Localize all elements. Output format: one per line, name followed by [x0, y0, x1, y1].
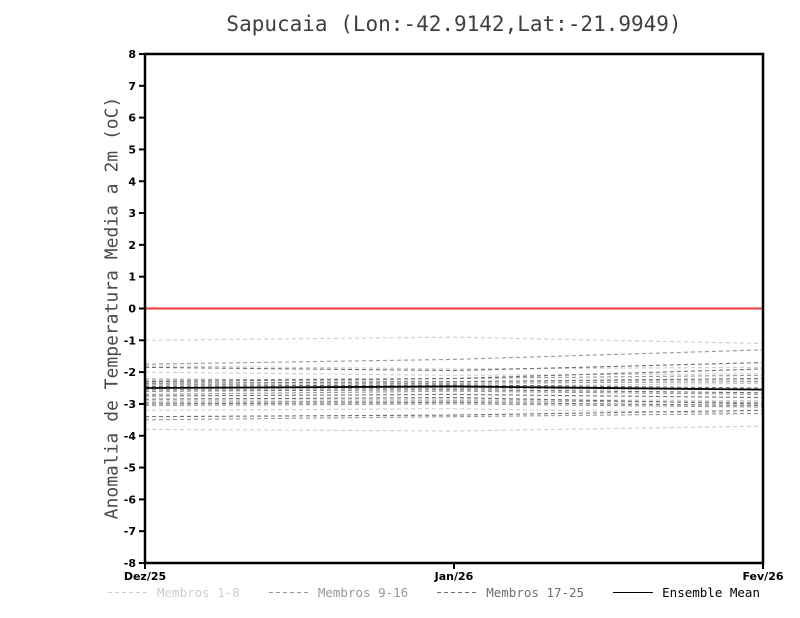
member-line — [144, 401, 764, 407]
y-tick-label: -2 — [124, 366, 136, 379]
member-line — [144, 400, 764, 403]
solid-line-sample — [613, 591, 654, 594]
y-tick-label: 6 — [128, 112, 136, 125]
x-tick-label: Jan/26 — [434, 570, 474, 583]
legend-entry-membros-1-8: Membros 1-8 — [108, 585, 240, 600]
plot-frame — [143, 52, 765, 565]
ensemble-mean-line — [144, 385, 764, 391]
legend-label: Membros 1-8 — [157, 585, 240, 600]
member-line — [144, 408, 764, 415]
member-line — [144, 398, 764, 402]
y-tick-label: 2 — [128, 239, 136, 252]
y-tick-label: 5 — [128, 143, 136, 156]
member-line — [144, 409, 764, 418]
y-tick-label: 8 — [128, 48, 136, 61]
y-tick-label: -7 — [124, 525, 136, 538]
member-line — [144, 412, 764, 421]
member-line — [144, 397, 764, 405]
member-line — [144, 393, 764, 399]
member-line — [144, 368, 764, 383]
y-tick-label: 3 — [128, 207, 136, 220]
y-tick-label: -5 — [124, 462, 136, 475]
x-tick-label: Fev/26 — [742, 570, 783, 583]
member-line — [144, 349, 764, 365]
chart-title: Sapucaia (Lon:-42.9142,Lat:-21.9949) — [226, 12, 682, 36]
legend-entry-ensemble-mean: Ensemble Mean — [613, 585, 760, 600]
y-tick-label: -1 — [124, 334, 136, 347]
member-line — [144, 336, 764, 345]
y-tick-label: -6 — [124, 493, 137, 506]
member-line — [144, 381, 764, 386]
x-tick-label: Dez/25 — [124, 570, 166, 583]
member-line — [144, 384, 764, 389]
y-tick-label: -8 — [124, 557, 136, 570]
dashed-line-sample — [108, 591, 148, 594]
legend-entry-membros-17-25: Membros 17-25 — [437, 585, 584, 600]
member-line — [144, 403, 764, 408]
legend: Membros 1-8 Membros 9-16 Membros 17-25 E… — [108, 585, 760, 600]
member-line — [144, 377, 764, 384]
legend-label: Membros 9-16 — [317, 585, 409, 600]
y-tick-label: 4 — [128, 175, 136, 188]
member-line — [144, 365, 764, 370]
y-tick-label: -3 — [124, 398, 136, 411]
y-tick-label: 0 — [128, 303, 136, 316]
member-line — [144, 362, 764, 372]
member-line — [144, 371, 764, 376]
y-tick-label: 1 — [128, 271, 136, 284]
legend-label: Ensemble Mean — [662, 585, 760, 600]
member-line — [144, 387, 764, 391]
y-tick-label: 7 — [128, 80, 136, 93]
y-tick-label: -4 — [124, 430, 137, 443]
member-line — [144, 425, 764, 432]
legend-entry-membros-9-16: Membros 9-16 — [268, 585, 409, 600]
legend-label: Membros 17-25 — [486, 585, 585, 600]
member-line — [144, 390, 764, 395]
dashed-line-sample — [268, 591, 309, 594]
dashed-line-sample — [437, 591, 478, 594]
member-line — [144, 389, 764, 394]
